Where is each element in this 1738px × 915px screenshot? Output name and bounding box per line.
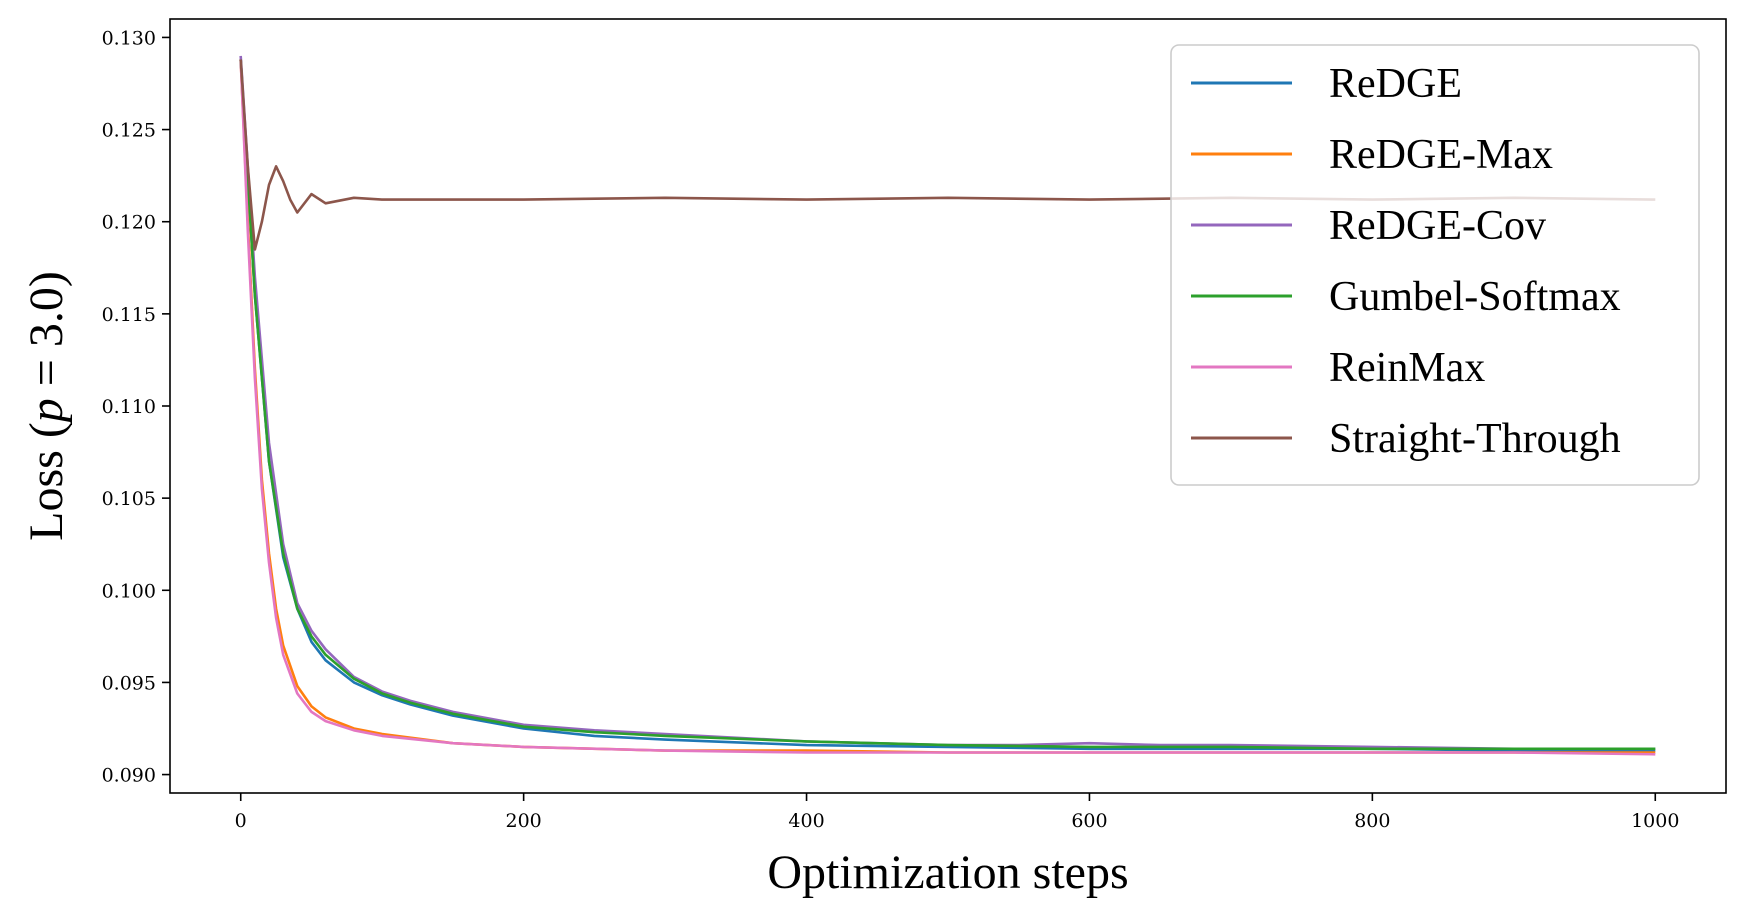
- y-axis: 0.090 0.095 0.100 0.105 0.110 0.115 0.120 0.125…: [102, 27, 170, 787]
- y-axis-title-rest: = 3.0): [20, 271, 73, 398]
- legend-label: Straight-Through: [1329, 416, 1621, 462]
- x-axis-title: Optimization steps: [767, 846, 1128, 899]
- legend-label: Gumbel-Softmax: [1329, 274, 1621, 320]
- y-tick-label: 0.110: [102, 396, 156, 418]
- series-line-5: [239, 59, 1656, 251]
- legend-label: ReDGE-Max: [1329, 132, 1553, 178]
- y-tick-label: 0.120: [102, 212, 156, 234]
- y-axis-title-variable: p: [20, 398, 73, 425]
- y-tick-label: 0.090: [102, 765, 156, 787]
- series-line-3: [239, 59, 1656, 751]
- legend-box: [1170, 44, 1700, 486]
- x-tick-label: 1000: [1631, 810, 1679, 832]
- x-tick-label: 800: [1354, 810, 1390, 832]
- y-tick-label: 0.125: [102, 120, 156, 142]
- x-axis: 0 200 400 600 800 1000: [235, 793, 1679, 832]
- series-lines: [239, 55, 1656, 756]
- series-line-2: [239, 55, 1656, 751]
- y-tick-label: 0.130: [102, 27, 156, 49]
- y-tick-label: 0.105: [102, 488, 156, 510]
- y-axis-title-prefix: Loss (: [20, 422, 73, 541]
- x-tick-label: 200: [506, 810, 542, 832]
- series-line-4: [239, 59, 1656, 756]
- legend-label: ReinMax: [1329, 345, 1485, 391]
- x-tick-label: 600: [1071, 810, 1107, 832]
- x-tick-label: 400: [788, 810, 824, 832]
- legend-label: ReDGE-Cov: [1329, 203, 1546, 249]
- y-tick-label: 0.100: [102, 580, 156, 602]
- legend-entries: ReDGE ReDGE-Max ReDGE-Cov Gumbel-Softmax Rei…: [1191, 61, 1621, 462]
- y-tick-label: 0.095: [102, 672, 156, 694]
- y-tick-label: 0.115: [102, 304, 156, 326]
- y-axis-title: Loss (p = 3.0): [20, 271, 73, 541]
- x-tick-label: 0: [235, 810, 247, 832]
- legend: ReDGE ReDGE-Max ReDGE-Cov Gumbel-Softmax Rei…: [1170, 44, 1700, 486]
- legend-label: ReDGE: [1329, 61, 1462, 107]
